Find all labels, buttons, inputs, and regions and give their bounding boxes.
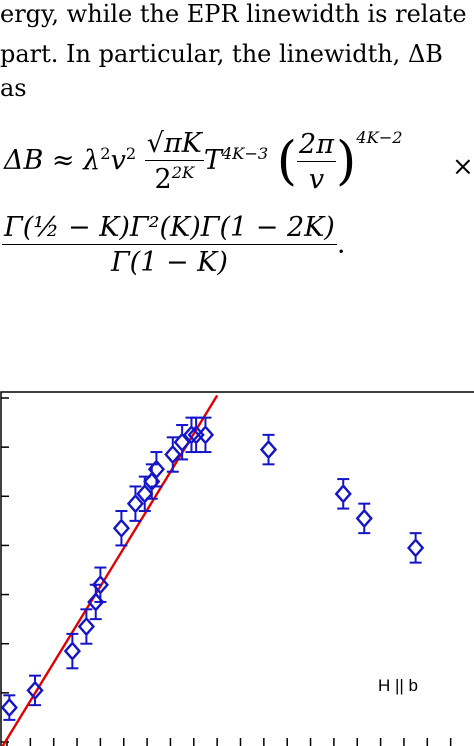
- x-axis-ticks: [6, 738, 452, 746]
- paragraph-line-1: ergy, while the EPR linewidth is relate: [0, 0, 467, 28]
- diamond-marker: [26, 680, 44, 701]
- data-point: [147, 451, 166, 488]
- diamond-marker: [259, 439, 278, 460]
- diamond-marker: [87, 592, 105, 612]
- equation-prefactor-denominator: 2: [154, 164, 172, 195]
- data-point: [407, 532, 425, 564]
- diamond-marker: [173, 432, 191, 453]
- equation-gamma-denominator: Γ(1 − K): [110, 247, 228, 278]
- data-point: [136, 475, 154, 513]
- equation-lhs: ΔB ≈ λ: [4, 145, 101, 176]
- data-point: [143, 463, 161, 500]
- diamond-marker: [136, 484, 154, 504]
- data-point: [259, 433, 278, 466]
- y-axis-ticks: [1, 397, 9, 743]
- diamond-marker: [147, 459, 166, 480]
- diamond-marker: [91, 574, 109, 595]
- fit-line: [1, 394, 219, 746]
- diamond-marker: [187, 425, 205, 445]
- diamond-marker: [355, 508, 373, 529]
- equation-pi-numerator: 2π: [297, 128, 336, 162]
- data-point: [0, 694, 18, 721]
- equation-prefactor-numerator: √πK: [144, 128, 204, 161]
- diamond-marker: [196, 425, 215, 445]
- data-point: [63, 632, 81, 670]
- data-point: [126, 485, 145, 522]
- diamond-marker: [112, 518, 131, 539]
- diamond-marker: [63, 641, 81, 661]
- diamond-marker: [126, 493, 145, 514]
- chart-annotation: H || b: [378, 676, 418, 695]
- equation-times: ×: [452, 152, 474, 182]
- chart-frame: [0, 391, 474, 746]
- equation-gamma-fraction: Γ(½ − K)Γ²(K)Γ(1 − 2K) Γ(1 − K): [2, 212, 337, 278]
- equation-pi-denominator: v: [308, 163, 325, 195]
- equation-prefactor: √πK 22K: [144, 128, 204, 195]
- equation-gamma-numerator: Γ(½ − K)Γ²(K)Γ(1 − 2K): [2, 212, 337, 245]
- paragraph-line-3: as: [0, 74, 27, 102]
- data-point: [91, 566, 109, 603]
- data-point: [334, 478, 352, 510]
- data-point: [112, 510, 131, 547]
- diamond-marker: [143, 471, 161, 492]
- data-point: [77, 608, 95, 645]
- data-point: [173, 424, 191, 461]
- diamond-marker: [182, 425, 201, 445]
- equation-line-1: ΔB ≈ λ2v2 √πK 22K T4K−3 ( 2π v )4K−2: [4, 128, 403, 195]
- data-point: [164, 436, 182, 473]
- equation-period: .: [336, 228, 346, 260]
- data-point: [182, 416, 201, 454]
- paragraph-line-2: part. In particular, the linewidth, ΔB: [0, 40, 443, 68]
- data-point: [196, 416, 215, 454]
- data-point: [26, 674, 44, 707]
- diamond-marker: [334, 484, 352, 504]
- diamond-marker: [407, 538, 425, 558]
- equation-line-2: Γ(½ − K)Γ²(K)Γ(1 − 2K) Γ(1 − K) .: [2, 212, 345, 278]
- data-point: [187, 416, 205, 454]
- diamond-marker: [164, 444, 182, 465]
- data-point: [355, 502, 373, 535]
- diamond-marker: [0, 697, 18, 718]
- diamond-marker: [77, 616, 95, 637]
- data-points: [0, 416, 425, 721]
- data-point: [87, 583, 105, 621]
- equation-pi-fraction: 2π v: [297, 129, 336, 195]
